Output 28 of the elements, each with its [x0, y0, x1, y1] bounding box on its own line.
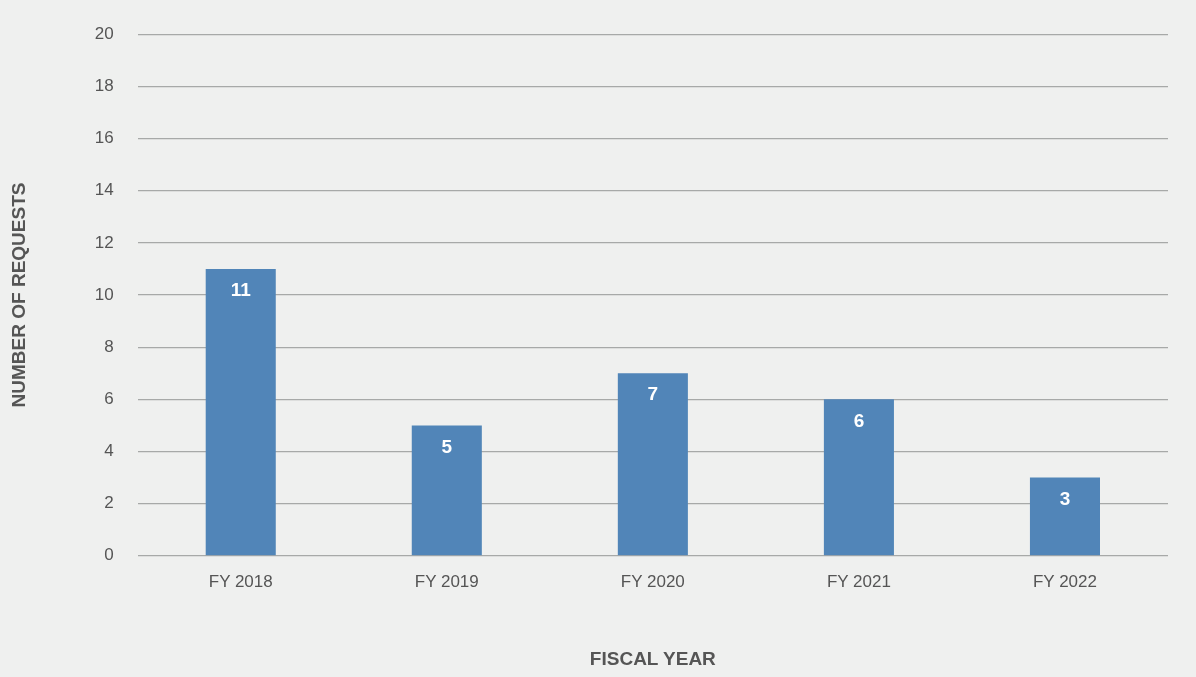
x-tick-label: FY 2022: [1032, 571, 1097, 591]
y-axis-title: NUMBER OF REQUESTS: [7, 182, 29, 408]
y-tick-label: 6: [104, 389, 114, 409]
x-tick-label: FY 2019: [414, 571, 479, 591]
x-axis-title: FISCAL YEAR: [589, 647, 717, 669]
bar: [823, 399, 894, 556]
y-tick-label: 4: [104, 441, 114, 461]
data-label: 5: [441, 435, 453, 457]
bar: [411, 425, 482, 556]
y-tick-label: 2: [104, 493, 114, 513]
data-label: 6: [853, 409, 865, 431]
data-label: 7: [647, 383, 659, 405]
x-tick-label: FY 2021: [826, 571, 891, 591]
y-tick-label: 12: [94, 232, 114, 252]
x-tick-label: FY 2018: [208, 571, 273, 591]
bar: [1029, 477, 1100, 556]
y-tick-label: 20: [94, 23, 114, 43]
bar: [617, 373, 688, 556]
y-tick-label: 0: [104, 545, 114, 565]
y-tick-label: 8: [104, 336, 114, 356]
y-tick-label: 10: [94, 284, 114, 304]
y-tick-label: 14: [94, 180, 114, 200]
bar: [205, 268, 276, 556]
y-tick-label: 18: [94, 76, 114, 96]
data-label: 3: [1059, 487, 1071, 509]
x-tick-label: FY 2020: [620, 571, 685, 591]
y-tick-label: 16: [94, 128, 114, 148]
data-label: 11: [230, 279, 252, 301]
